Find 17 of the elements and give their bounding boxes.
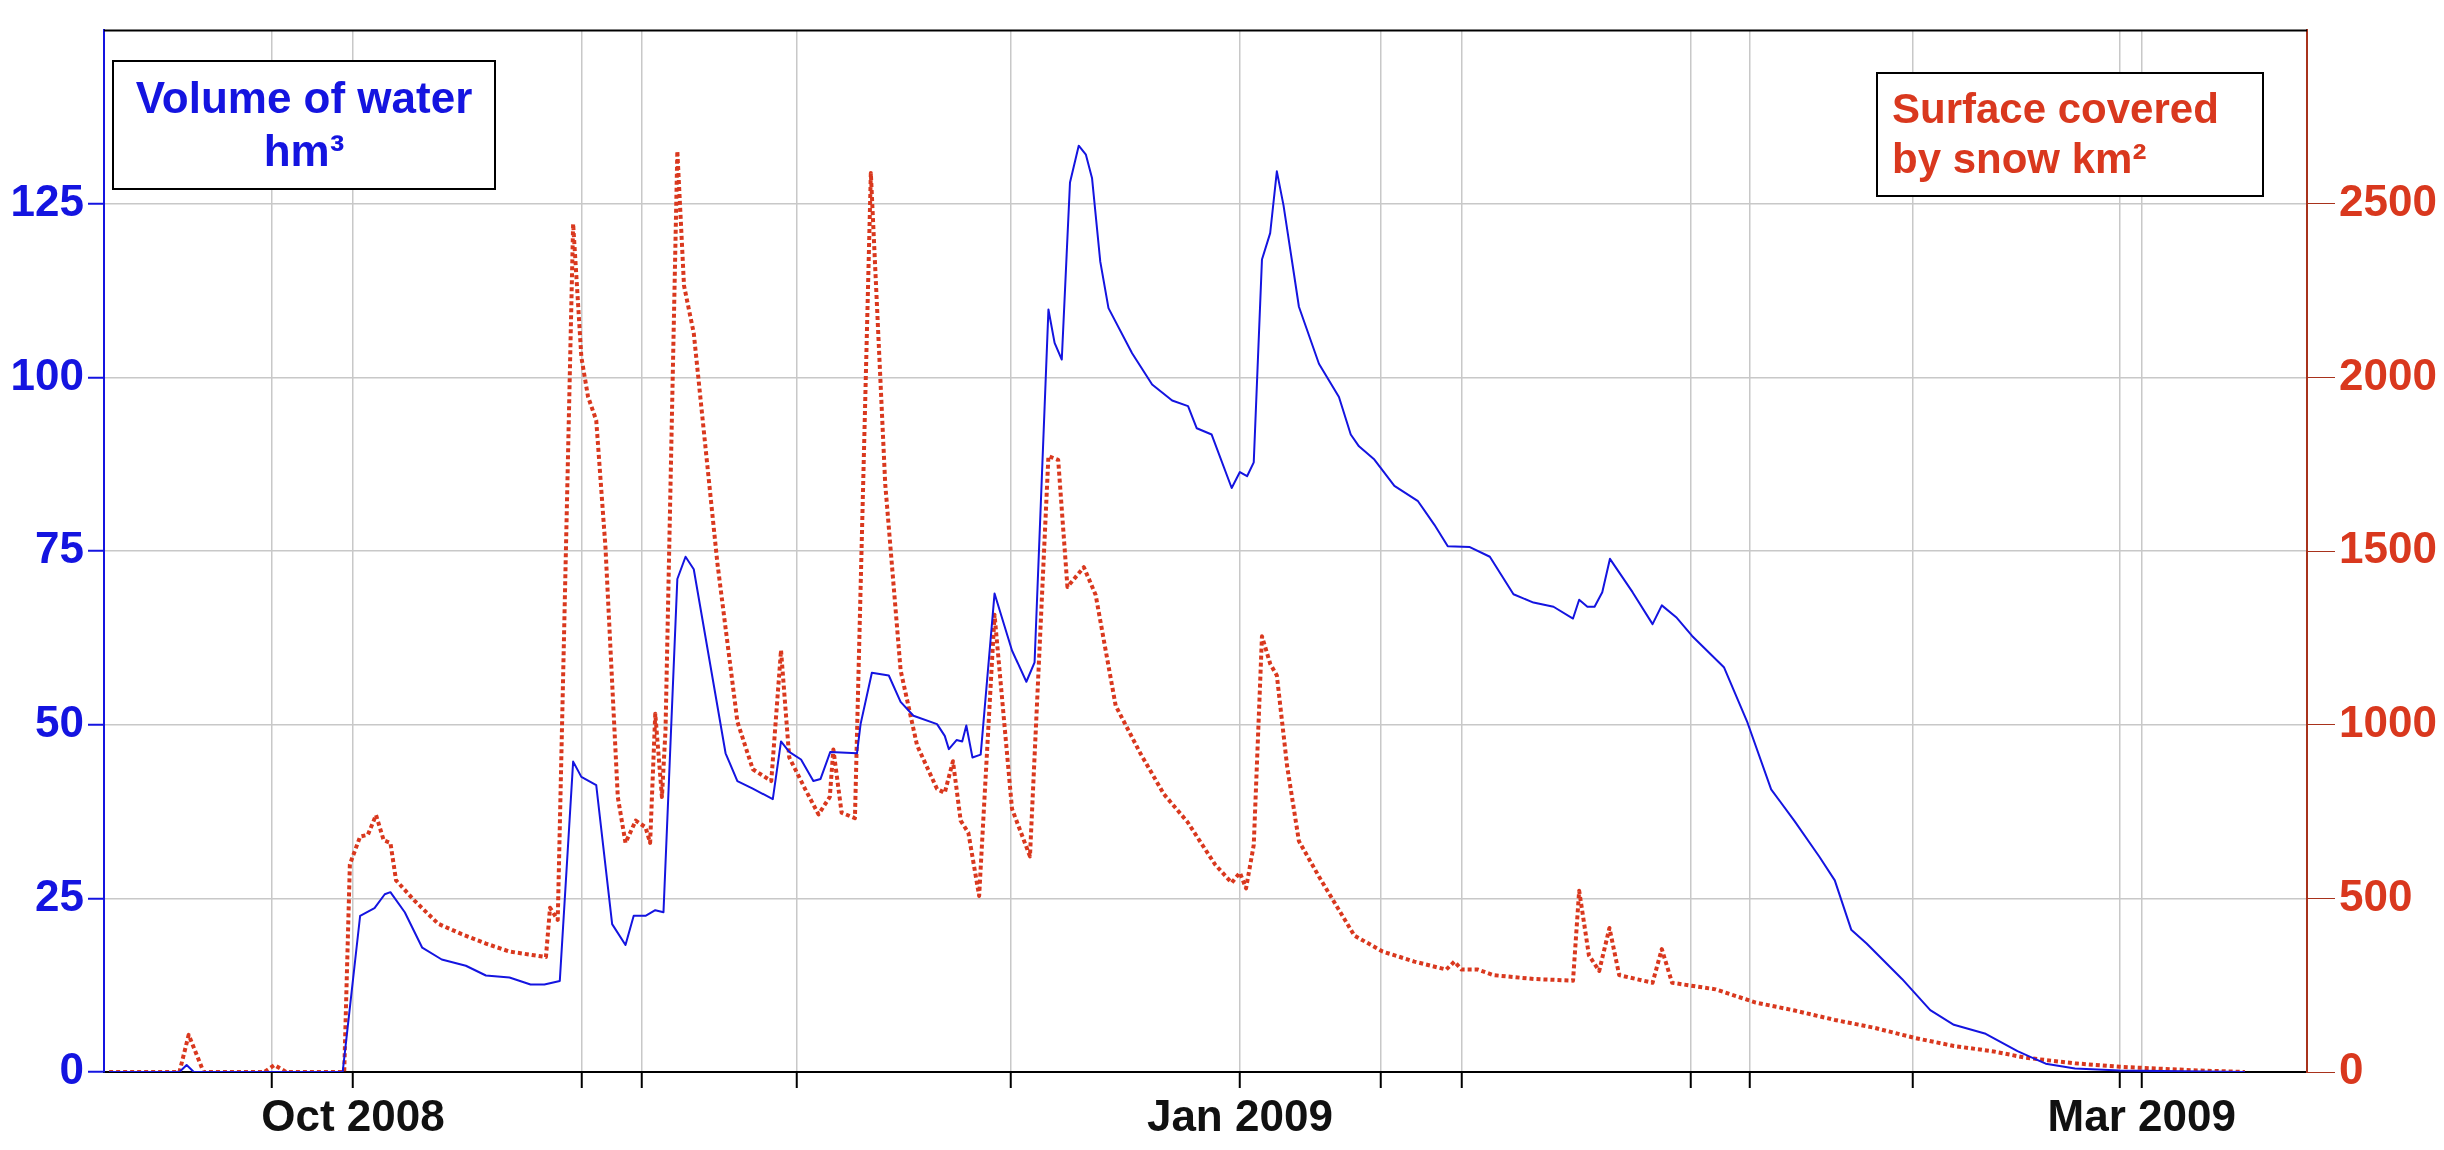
y-tick-label: 125 — [10, 176, 84, 226]
text: Surface covered by snow km² — [1876, 72, 2264, 197]
y2-tick-label: 1000 — [2339, 696, 2437, 746]
y-tick-label: 100 — [10, 349, 84, 399]
x-tick-label: Oct 2008 — [261, 1090, 445, 1140]
x-tick-label: Mar 2009 — [2047, 1090, 2236, 1140]
y-tick-label: 0 — [59, 1044, 84, 1094]
y2-tick-label: 500 — [2339, 870, 2413, 920]
x-tick-label: Jan 2009 — [1146, 1090, 1333, 1140]
y-tick-label: 25 — [35, 870, 84, 920]
y-tick-label: 75 — [35, 523, 84, 573]
text: Volume of water hm³ — [112, 60, 496, 190]
y2-tick-label: 2500 — [2339, 176, 2437, 226]
y2-tick-label: 1500 — [2339, 523, 2437, 573]
y-tick-label: 50 — [35, 696, 84, 746]
y2-tick-label: 0 — [2339, 1044, 2364, 1094]
y2-tick-label: 2000 — [2339, 349, 2437, 399]
